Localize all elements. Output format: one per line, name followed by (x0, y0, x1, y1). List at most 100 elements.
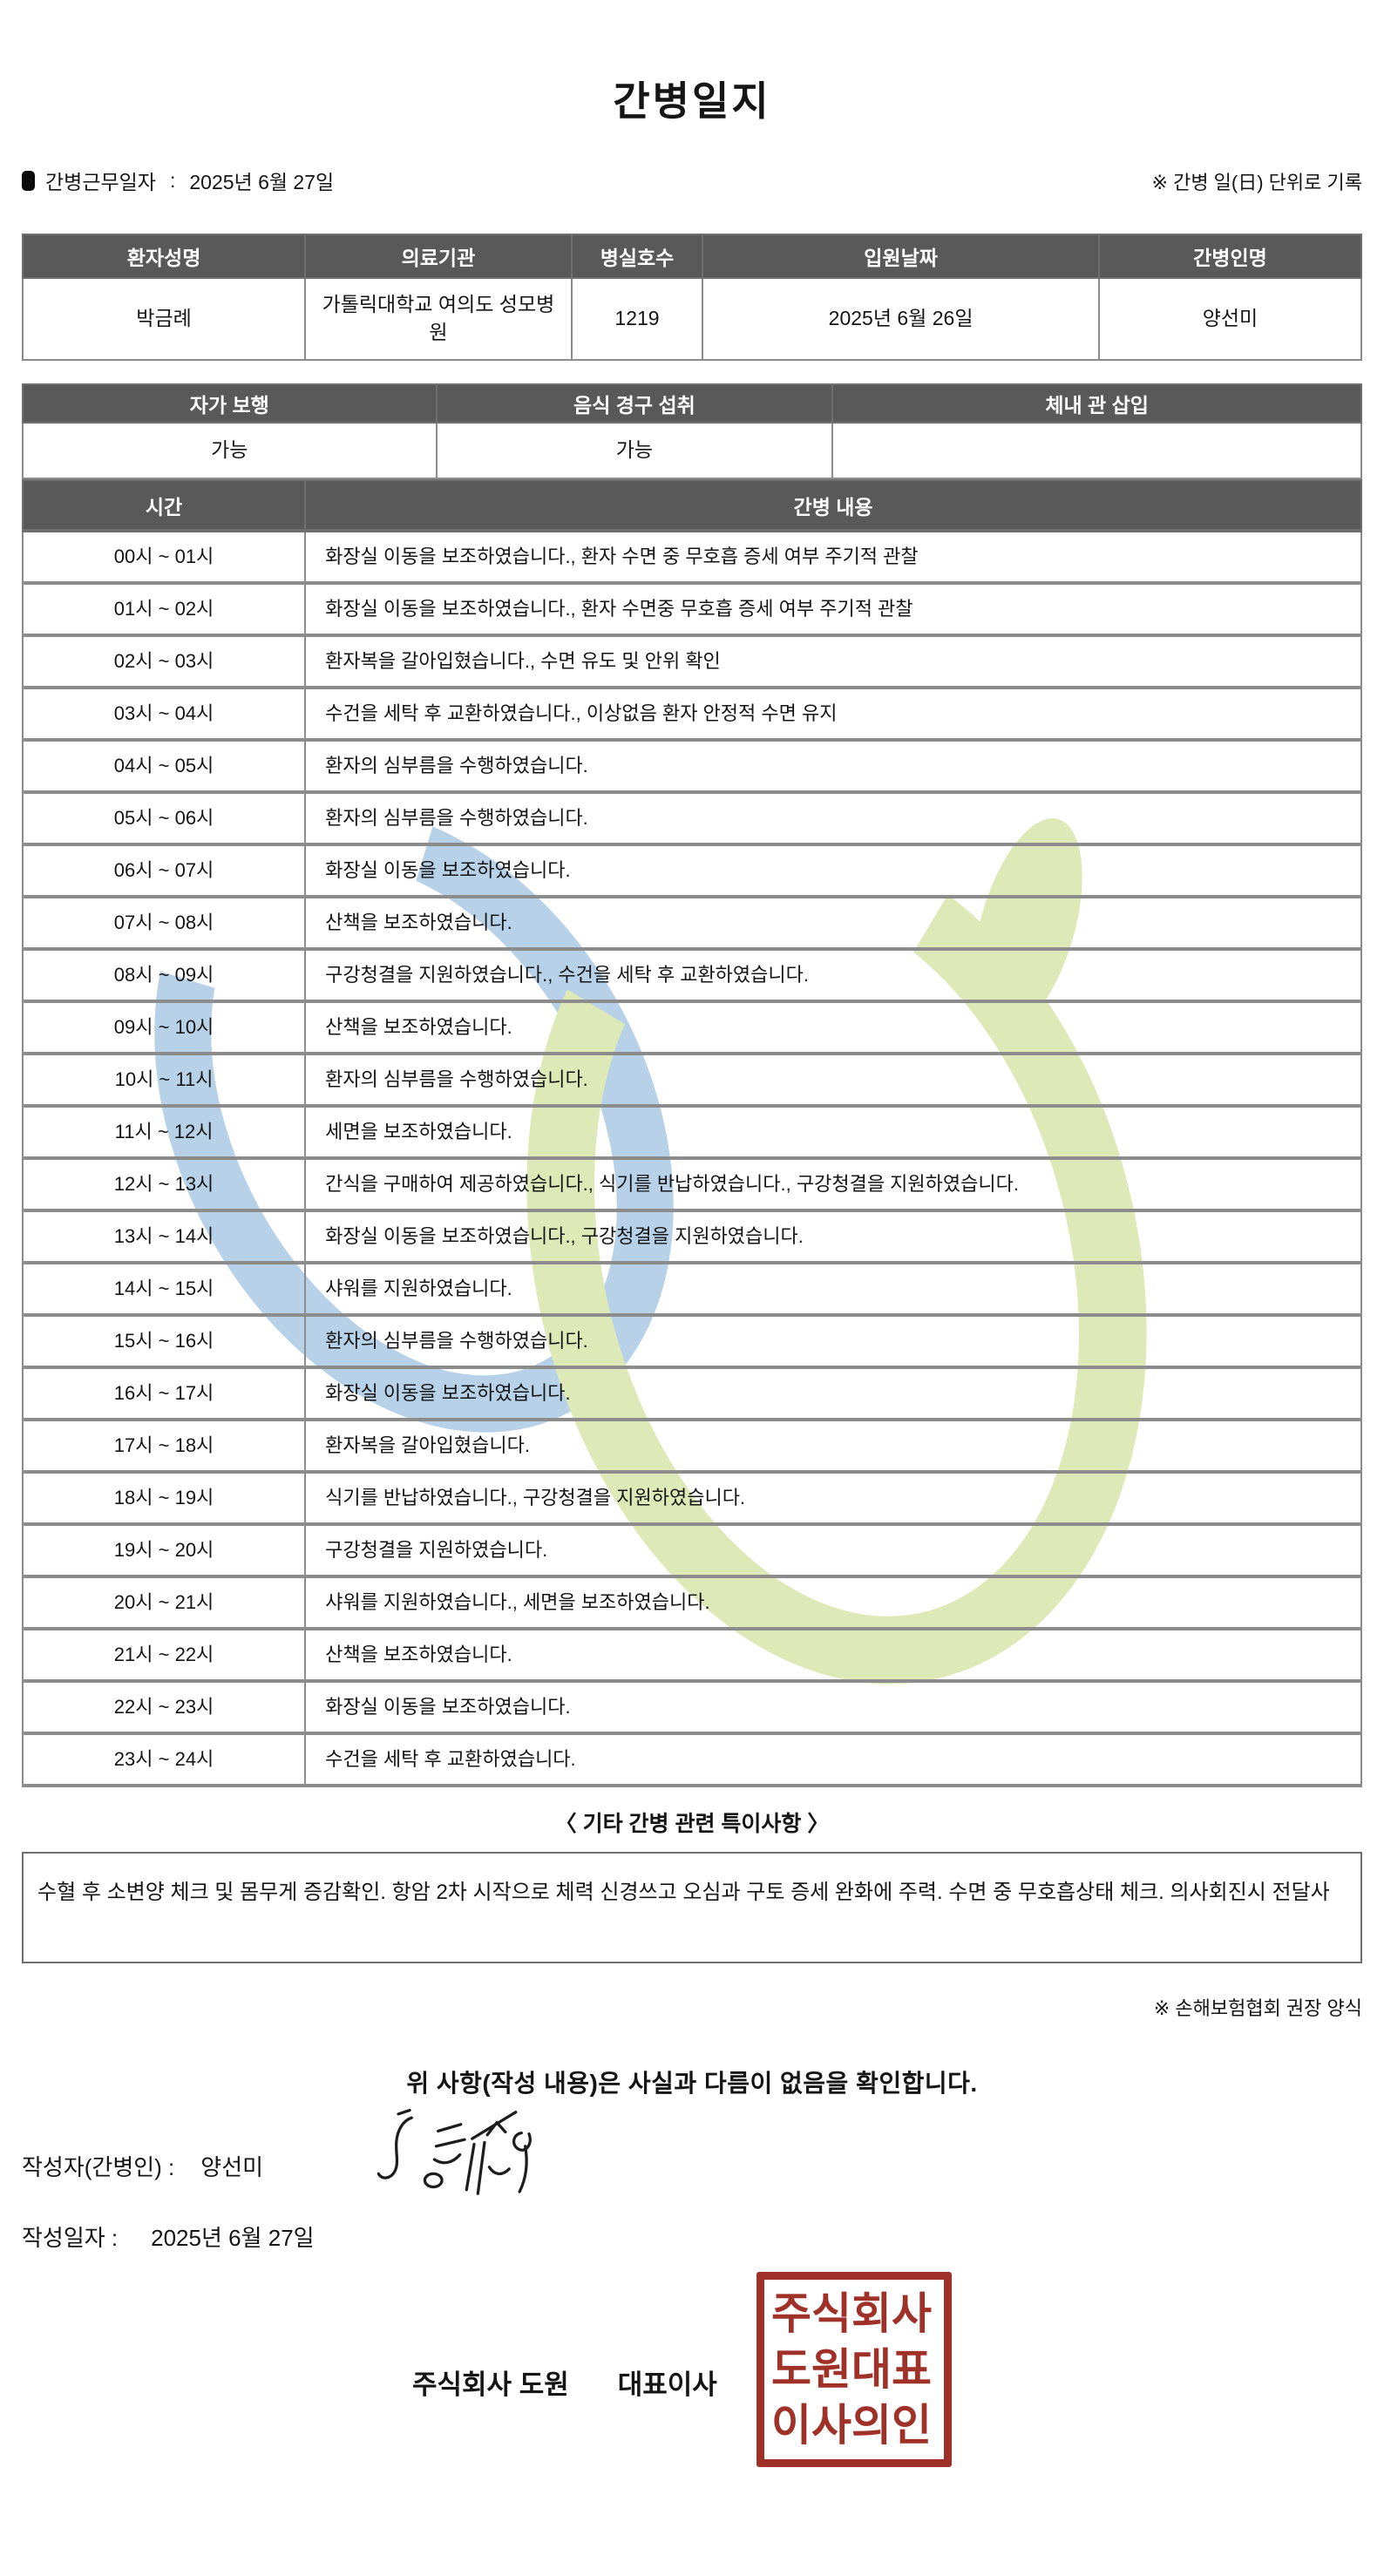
care-row-time: 01시 ~ 02시 (21, 581, 307, 637)
room-number: 1219 (570, 277, 704, 361)
header-oral-intake: 음식 경구 섭취 (435, 383, 834, 424)
stamp-line-1: 주식회사 (771, 2289, 932, 2338)
care-row-time: 19시 ~ 20시 (21, 1522, 307, 1578)
care-row: 18시 ~ 19시 식기를 반납하였습니다., 구강청결을 지원하였습니다. (21, 1470, 1362, 1526)
work-date-label: 간병근무일자 (45, 171, 156, 193)
care-row: 11시 ~ 12시 세면을 보조하였습니다. (21, 1104, 1362, 1160)
care-row-content: 세면을 보조하였습니다. (304, 1104, 1362, 1160)
stamp-line-3: 이사의인 (771, 2401, 932, 2450)
care-table-body: 00시 ~ 01시 화장실 이동을 보조하였습니다., 환자 수면 중 무호흡 증… (21, 529, 1362, 1787)
care-row: 15시 ~ 16시 환자의 심부름을 수행하였습니다. (21, 1313, 1362, 1369)
work-date-separator: : (169, 168, 176, 192)
care-row-time: 07시 ~ 08시 (21, 895, 307, 951)
status-header-row: 자가 보행 음식 경구 섭취 체내 관 삽입 (22, 383, 1362, 424)
care-row: 07시 ~ 08시 산책을 보조하였습니다. (21, 895, 1362, 951)
care-row-content: 화장실 이동을 보조하였습니다. (304, 843, 1362, 898)
care-row: 06시 ~ 07시 화장실 이동을 보조하였습니다. (21, 843, 1362, 898)
care-row-time: 12시 ~ 13시 (21, 1156, 307, 1212)
care-row-content: 구강청결을 지원하였습니다. (304, 1522, 1362, 1578)
care-row-content: 환자의 심부름을 수행하였습니다. (304, 1052, 1362, 1108)
patient-header-row: 환자성명 의료기관 병실호수 입원날짜 간병인명 (21, 234, 1363, 279)
care-row: 19시 ~ 20시 구강청결을 지원하였습니다. (21, 1522, 1362, 1578)
care-row-content: 수건을 세탁 후 교환하였습니다., 이상없음 환자 안정적 수면 유지 (304, 686, 1362, 742)
stamp-text-line: 도원대표 (771, 2344, 937, 2395)
care-header-row: 시간 간병 내용 (21, 479, 1362, 532)
header-medical-institution: 의료기관 (304, 234, 573, 279)
unit-note: ※ 간병 일(日) 단위로 기록 (1151, 172, 1362, 193)
care-row-time: 11시 ~ 12시 (21, 1104, 307, 1160)
care-row: 08시 ~ 09시 구강청결을 지원하였습니다., 수건을 세탁 후 교환하였습니… (21, 947, 1362, 1003)
care-row: 20시 ~ 21시 샤워를 지원하였습니다., 세면을 보조하였습니다. (21, 1575, 1362, 1630)
writer-name: 양선미 (200, 2154, 264, 2180)
patient-info-table: 환자성명 의료기관 병실호수 입원날짜 간병인명 박금례 가톨릭대학교 여의도 … (21, 234, 1363, 361)
care-row-content: 화장실 이동을 보조하였습니다., 환자 수면 중 무호흡 증세 여부 주기적 … (304, 529, 1362, 585)
header-caregiver-name: 간병인명 (1097, 234, 1363, 279)
company-name: 주식회사 도원 (412, 2369, 569, 2400)
confirmation-statement: 위 사항(작성 내용)은 사실과 다름이 없음을 확인합니다. (406, 2070, 978, 2097)
header-admission-date: 입원날짜 (702, 234, 1100, 279)
care-row-content: 화장실 이동을 보조하였습니다., 구강청결을 지원하였습니다. (304, 1209, 1362, 1264)
care-row: 10시 ~ 11시 환자의 심부름을 수행하였습니다. (21, 1052, 1362, 1108)
filled-square-icon (22, 170, 35, 191)
care-row-time: 23시 ~ 24시 (21, 1732, 307, 1787)
written-date-value: 2025년 6월 27일 (151, 2225, 315, 2251)
care-row: 05시 ~ 06시 환자의 심부름을 수행하였습니다. (21, 790, 1362, 846)
care-row-time: 03시 ~ 04시 (21, 686, 307, 742)
patient-value-row: 박금례 가톨릭대학교 여의도 성모병원 1219 2025년 6월 26일 양선… (21, 277, 1363, 361)
care-row-content: 산책을 보조하였습니다. (304, 1000, 1362, 1055)
writer-label: 작성자(간병인) : (22, 2154, 175, 2180)
care-row: 03시 ~ 04시 수건을 세탁 후 교환하였습니다., 이상없음 환자 안정적 … (21, 686, 1362, 742)
caregiver-signature (377, 2105, 539, 2220)
care-row: 21시 ~ 22시 산책을 보조하였습니다. (21, 1627, 1362, 1683)
notes-box: 수혈 후 소변양 체크 및 몸무게 증감확인. 항암 2차 시작으로 체력 신경… (22, 1852, 1362, 1963)
care-row: 16시 ~ 17시 화장실 이동을 보조하였습니다. (21, 1366, 1362, 1421)
care-row-content: 환자복을 갈아입혔습니다. (304, 1418, 1362, 1474)
care-row-content: 화장실 이동을 보조하였습니다. (304, 1366, 1362, 1421)
stamp-line-2: 도원대표 (771, 2345, 932, 2394)
medical-institution: 가톨릭대학교 여의도 성모병원 (304, 277, 573, 361)
care-row: 01시 ~ 02시 화장실 이동을 보조하였습니다., 환자 수면중 무호흡 증세… (21, 581, 1362, 637)
writer-line: 작성자(간병인) : 양선미 (22, 2108, 1362, 2195)
company-seal-stamp: 주식회사 도원대표 이사의인 (756, 2272, 952, 2467)
header-patient-name: 환자성명 (21, 234, 307, 279)
stamp-text-line: 주식회사 (771, 2288, 937, 2339)
care-row-time: 04시 ~ 05시 (21, 738, 307, 794)
care-row: 22시 ~ 23시 화장실 이동을 보조하였습니다. (21, 1679, 1362, 1735)
care-row-content: 구강청결을 지원하였습니다., 수건을 세탁 후 교환하였습니다. (304, 947, 1362, 1003)
care-row: 17시 ~ 18시 환자복을 갈아입혔습니다. (21, 1418, 1362, 1474)
company-line: 주식회사 도원 대표이사 (412, 2362, 717, 2402)
notes-text: 수혈 후 소변양 체크 및 몸무게 증감확인. 항암 2차 시작으로 체력 신경… (37, 1881, 1330, 1904)
self-walking-value: 가능 (22, 422, 438, 479)
care-row-time: 14시 ~ 15시 (21, 1261, 307, 1317)
patient-name: 박금례 (21, 277, 307, 361)
care-row: 13시 ~ 14시 화장실 이동을 보조하였습니다., 구강청결을 지원하였습니다… (21, 1209, 1362, 1264)
care-row-time: 13시 ~ 14시 (21, 1209, 307, 1264)
caregiver-name: 양선미 (1097, 277, 1363, 361)
written-date-label: 작성일자 : (22, 2225, 119, 2251)
work-date-line: 간병근무일자 : 2025년 6월 27일 (22, 166, 334, 195)
care-row-content: 식기를 반납하였습니다., 구강청결을 지원하였습니다. (304, 1470, 1362, 1526)
header-care-content: 간병 내용 (304, 479, 1362, 532)
care-row-content: 산책을 보조하였습니다. (304, 895, 1362, 951)
header-time: 시간 (21, 479, 307, 532)
care-row-content: 샤워를 지원하였습니다., 세면을 보조하였습니다. (304, 1575, 1362, 1630)
care-row-time: 21시 ~ 22시 (21, 1627, 307, 1683)
care-row-time: 22시 ~ 23시 (21, 1679, 307, 1735)
care-row-time: 17시 ~ 18시 (21, 1418, 307, 1474)
care-row-content: 환자복을 갈아입혔습니다., 수면 유도 및 안위 확인 (304, 634, 1362, 689)
care-row-time: 20시 ~ 21시 (21, 1575, 307, 1630)
care-row-content: 화장실 이동을 보조하였습니다., 환자 수면중 무호흡 증세 여부 주기적 관… (304, 581, 1362, 637)
care-row-time: 15시 ~ 16시 (21, 1313, 307, 1369)
care-row-time: 00시 ~ 01시 (21, 529, 307, 585)
header-room-number: 병실호수 (570, 234, 704, 279)
status-value-row: 가능 가능 (22, 422, 1362, 479)
care-row-content: 화장실 이동을 보조하였습니다. (304, 1679, 1362, 1735)
care-row-content: 수건을 세탁 후 교환하였습니다. (304, 1732, 1362, 1787)
care-row-content: 환자의 심부름을 수행하였습니다. (304, 790, 1362, 846)
care-row-time: 09시 ~ 10시 (21, 1000, 307, 1055)
care-row: 12시 ~ 13시 간식을 구매하여 제공하였습니다., 식기를 반납하였습니다.… (21, 1156, 1362, 1212)
oral-intake-value: 가능 (435, 422, 834, 479)
work-date-value: 2025년 6월 27일 (189, 171, 335, 193)
care-row: 00시 ~ 01시 화장실 이동을 보조하였습니다., 환자 수면 중 무호흡 증… (21, 529, 1362, 585)
